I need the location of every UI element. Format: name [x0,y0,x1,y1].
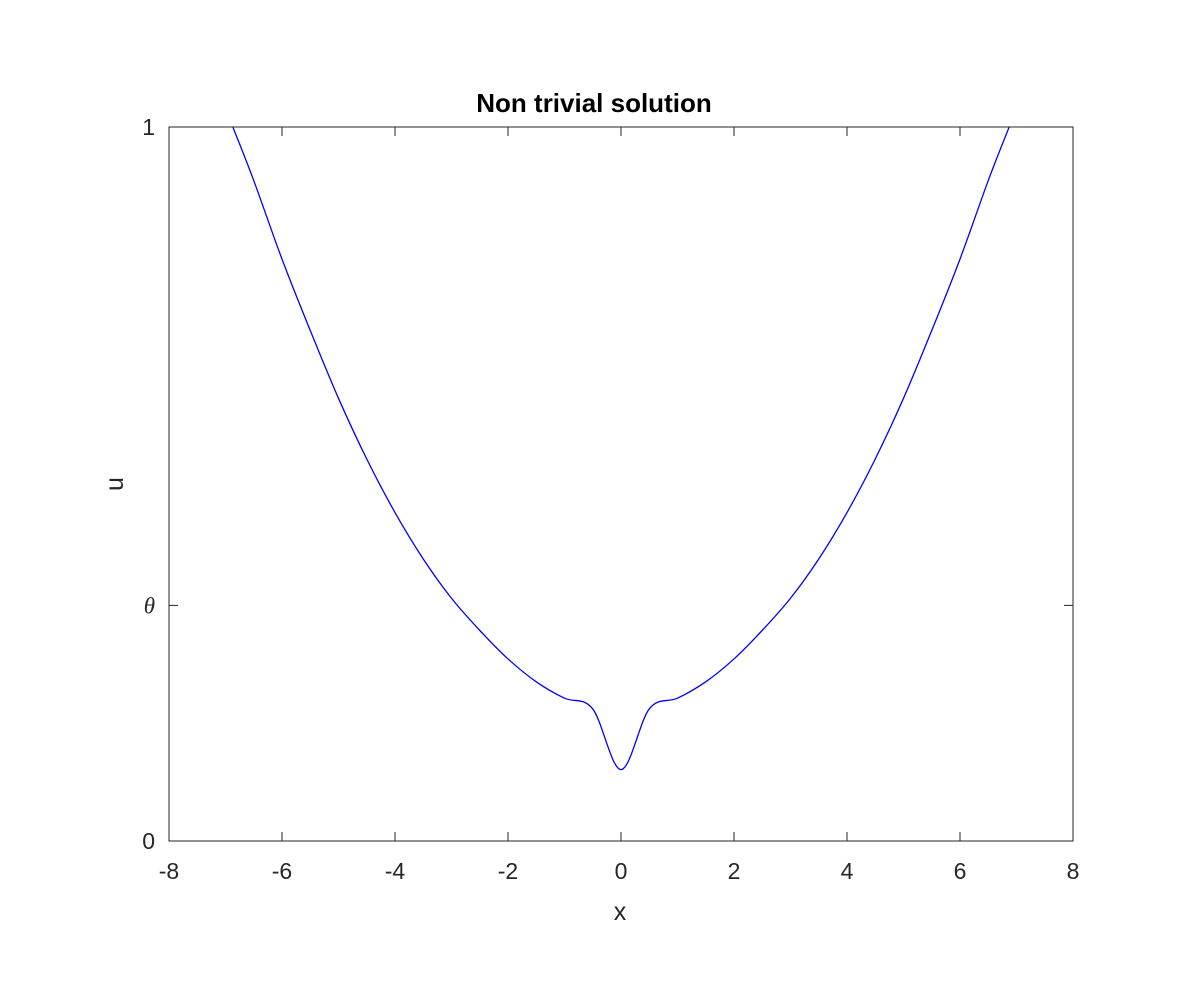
x-tick-label: 4 [841,858,854,884]
y-tick-label: 1 [142,114,155,140]
x-tick-label: -6 [272,858,292,884]
y-tick-label: 0 [142,828,155,854]
plot-series [232,127,1010,771]
x-tick-label: 2 [728,858,741,884]
x-axis-ticks: -8 -6 -4 -2 0 2 4 6 8 [159,127,1080,884]
series-line-0 [232,127,1010,771]
x-tick-label: -2 [498,858,518,884]
chart-title: Non trivial solution [476,88,711,118]
y-axis-ticks: 0 θ 1 [142,114,1073,854]
y-tick-label: θ [144,593,155,618]
x-tick-label: 6 [954,858,967,884]
y-axis-label: u [101,477,129,491]
x-tick-label: 8 [1067,858,1080,884]
x-axis-label: x [614,898,627,926]
plot-area [169,127,1073,841]
x-tick-label: -8 [159,858,179,884]
x-tick-label: 0 [615,858,628,884]
x-tick-label: -4 [385,858,406,884]
